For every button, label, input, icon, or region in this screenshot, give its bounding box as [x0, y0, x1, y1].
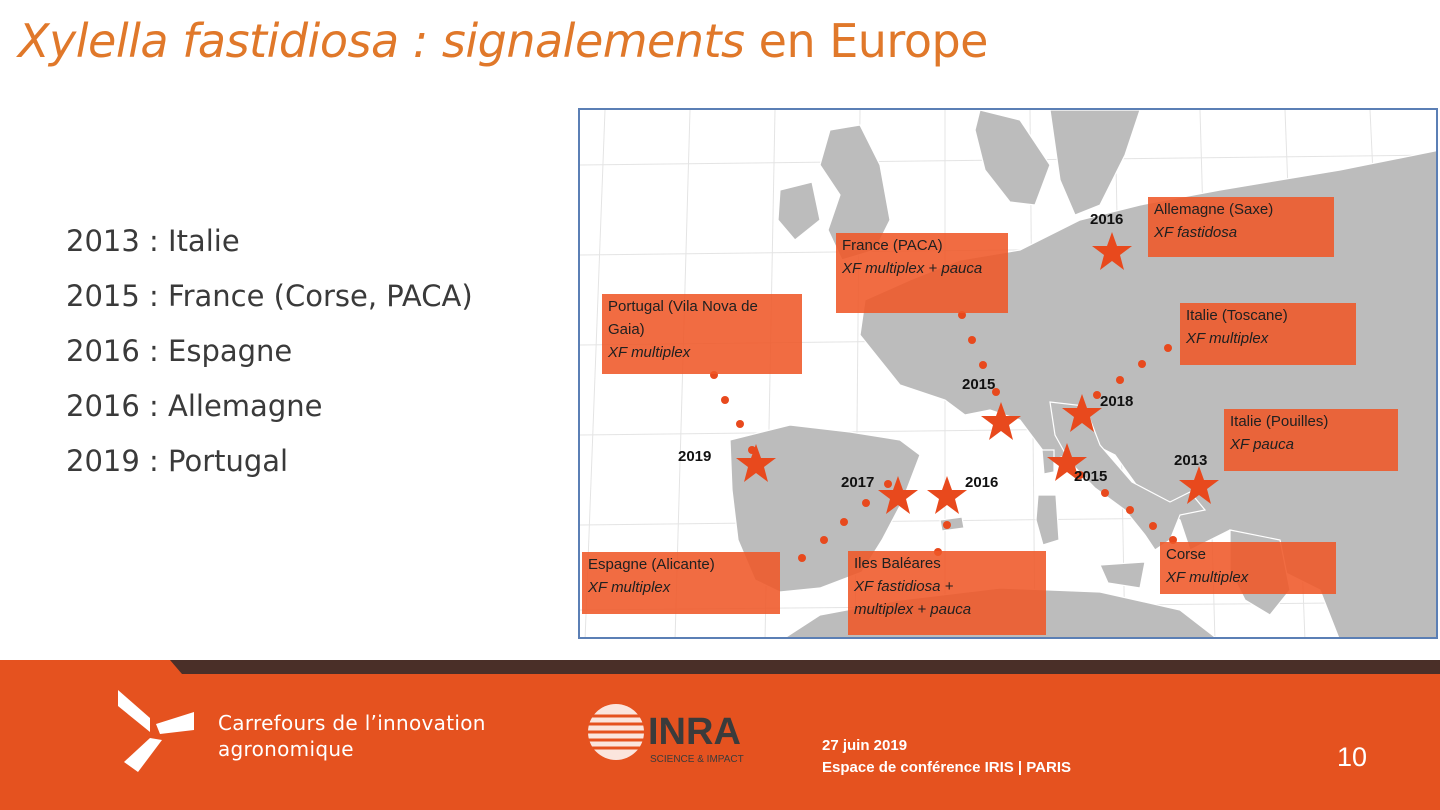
list-item: 2016 : Allemagne — [66, 389, 323, 423]
europe-map: France (PACA) XF multiplex + pauca Allem… — [578, 108, 1438, 639]
title-italic: Xylella fastidiosa : signalements — [18, 14, 745, 68]
callout-place: France (PACA) — [842, 237, 943, 254]
event-date: 27 juin 2019 — [822, 737, 908, 754]
callout-place: Italie (Pouilles) — [1230, 413, 1329, 430]
year-alicante: 2017 — [841, 474, 875, 491]
callout-balearics: Iles Baléares XF fastidiosa + multiplex … — [848, 551, 1046, 635]
callout-variant: XF multiplex — [1166, 569, 1249, 586]
list-item: 2015 : France (Corse, PACA) — [66, 279, 473, 313]
year-germany: 2016 — [1090, 211, 1124, 228]
callout-germany-saxony: Allemagne (Saxe) XF fastidosa — [1148, 197, 1334, 257]
callout-place: Allemagne (Saxe) — [1154, 201, 1274, 218]
slide-title: Xylella fastidiosa : signalements en Eur… — [18, 14, 988, 68]
callout-place: Corse — [1166, 546, 1207, 563]
inra-tagline: SCIENCE & IMPACT — [650, 754, 744, 765]
footer-bar — [0, 660, 1440, 810]
inra-wordmark: INRA — [648, 711, 741, 753]
callout-spain-alicante: Espagne (Alicante) XF multiplex — [582, 552, 780, 614]
callout-variant: XF pauca — [1230, 436, 1294, 453]
title-rest: en Europe — [744, 14, 989, 68]
star-alicante-icon — [878, 476, 918, 514]
star-tuscany-icon — [1062, 394, 1102, 432]
year-corsica: 2015 — [1074, 468, 1108, 485]
footer-stripe — [170, 660, 1440, 674]
callout-italy-tuscany: Italie (Toscane) XF multiplex — [1180, 303, 1356, 365]
callout-variant: XF fastidosa — [1154, 224, 1238, 241]
event-info: 27 juin 2019 Espace de conférence IRIS |… — [822, 735, 1071, 779]
star-portugal-icon — [736, 444, 776, 482]
star-paca-icon — [981, 402, 1021, 440]
leader-dots — [710, 311, 1177, 562]
outbreak-stars — [736, 232, 1219, 514]
callout-place-cont: Gaia) — [608, 321, 645, 338]
year-balearics: 2016 — [965, 474, 999, 491]
year-portugal: 2019 — [678, 448, 712, 465]
callout-place: Espagne (Alicante) — [588, 556, 715, 573]
list-item: 2019 : Portugal — [66, 444, 289, 478]
callout-variant-cont: multiplex + pauca — [854, 601, 972, 618]
callout-italy-apulia: Italie (Pouilles) XF pauca — [1224, 409, 1398, 471]
year-tuscany: 2018 — [1100, 393, 1134, 410]
brand-line-2: agronomique — [218, 737, 354, 761]
callout-variant: XF multiplex — [1186, 330, 1269, 347]
callout-variant: XF multiplex — [608, 344, 691, 361]
brand-name: Carrefours de l’innovation agronomique — [218, 710, 486, 762]
year-apulia: 2013 — [1174, 452, 1208, 469]
carrefours-logo-icon — [118, 690, 194, 772]
list-item: 2016 : Espagne — [66, 334, 293, 368]
inra-logo: INRA SCIENCE & IMPACT — [588, 704, 744, 765]
page-number: 10 — [1337, 742, 1368, 772]
callout-variant: XF multiplex + pauca — [842, 260, 983, 277]
callout-place: Iles Baléares — [854, 555, 941, 572]
brand-line-1: Carrefours de l’innovation — [218, 711, 486, 735]
list-item: 2013 : Italie — [66, 224, 240, 258]
callout-france-paca: France (PACA) XF multiplex + pauca — [836, 233, 1008, 313]
star-corsica-icon — [1047, 443, 1087, 481]
year-list: 2013 : Italie 2015 : France (Corse, PACA… — [66, 222, 473, 497]
event-venue: Espace de conférence IRIS | PARIS — [822, 759, 1072, 776]
year-paca: 2015 — [962, 376, 996, 393]
star-germany-icon — [1092, 232, 1132, 270]
callout-variant: XF multiplex — [588, 579, 671, 596]
callout-variant: XF fastidiosa + — [854, 578, 954, 595]
callout-portugal: Portugal (Vila Nova de Gaia) XF multiple… — [602, 294, 802, 374]
star-balearics-icon — [927, 476, 967, 514]
callout-corsica: Corse XF multiplex — [1160, 542, 1336, 594]
callout-place: Italie (Toscane) — [1186, 307, 1288, 324]
callout-place: Portugal (Vila Nova de — [608, 298, 758, 315]
star-apulia-icon — [1179, 466, 1219, 504]
